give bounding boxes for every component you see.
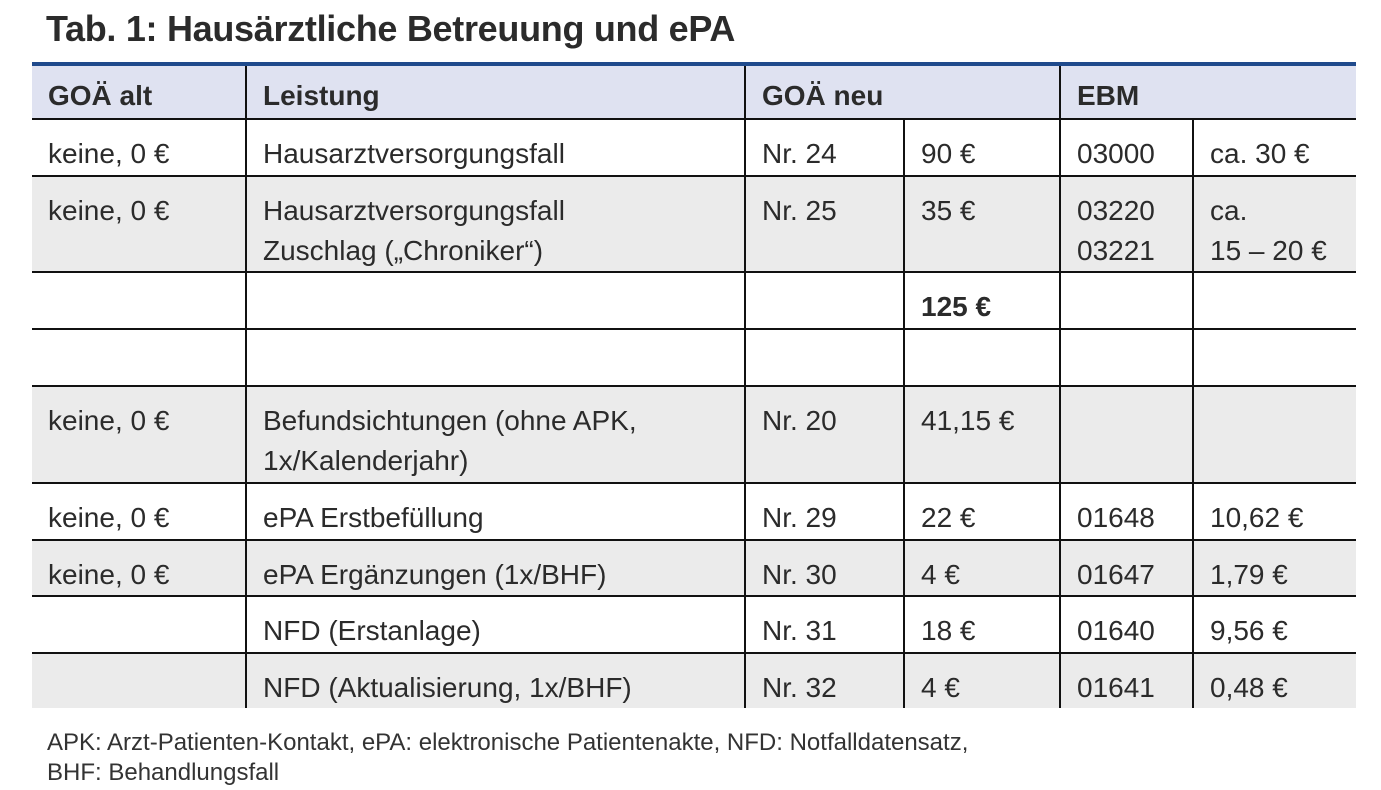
cell-goae-neu-nr: Nr. 25 bbox=[744, 176, 904, 273]
table-row: keine, 0 € ePA Erstbefüllung Nr. 29 22 €016… bbox=[32, 483, 1357, 541]
table-row: NFD (Aktualisierung, 1x/BHF) Nr. 32 4 €016… bbox=[32, 653, 1357, 708]
cell-ebm-nr: 03000 bbox=[1059, 119, 1193, 177]
cell-goae-neu-nr: Nr. 32 bbox=[744, 653, 904, 708]
cell-goae-neu-betrag: 18 € bbox=[903, 596, 1060, 654]
cell-goae-alt bbox=[32, 272, 246, 330]
cell-ebm-betrag: 0,48 € bbox=[1191, 653, 1357, 708]
cell-goae-neu-betrag: 4 € bbox=[903, 653, 1060, 708]
cell-leistung bbox=[245, 272, 745, 330]
cell-goae-neu-nr: Nr. 31 bbox=[744, 596, 904, 654]
cell-ebm-nr: 01647 bbox=[1059, 540, 1193, 597]
cell-goae-neu-nr: Nr. 20 bbox=[744, 386, 904, 484]
table-row: 125 € bbox=[32, 272, 1357, 330]
cell-leistung: NFD (Erstanlage) bbox=[245, 596, 745, 654]
cell-goae-alt: keine, 0 € bbox=[32, 540, 246, 597]
cell-goae-alt bbox=[32, 329, 246, 387]
cell-ebm-betrag: 9,56 € bbox=[1191, 596, 1357, 654]
table-row: keine, 0 € ePA Ergänzungen (1x/BHF) Nr. 30… bbox=[32, 540, 1357, 597]
cell-goae-alt: keine, 0 € bbox=[32, 119, 246, 177]
cell-goae-neu-betrag: 41,15 € bbox=[903, 386, 1060, 484]
table-row: keine, 0 € Hausarztversorgungsfall Zuschl… bbox=[32, 176, 1357, 273]
cell-goae-neu-betrag bbox=[903, 329, 1060, 387]
cell-leistung: Befundsichtungen (ohne APK, 1x/Kalenderj… bbox=[245, 386, 745, 484]
cell-goae-neu-betrag: 22 € bbox=[903, 483, 1060, 541]
cell-goae-neu-nr: Nr. 29 bbox=[744, 483, 904, 541]
cell-goae-alt bbox=[32, 596, 246, 654]
table-row bbox=[32, 329, 1357, 387]
cell-ebm-betrag bbox=[1191, 386, 1357, 484]
fee-table: GOÄ alt Leistung GOÄ neu EBM keine, 0 € H… bbox=[32, 62, 1357, 708]
header-row: GOÄ alt Leistung GOÄ neu EBM bbox=[32, 64, 1357, 120]
cell-ebm-betrag: ca. 30 € bbox=[1191, 119, 1357, 177]
cell-ebm-betrag: 1,79 € bbox=[1191, 540, 1357, 597]
cell-goae-neu-nr bbox=[744, 272, 904, 330]
cell-leistung: ePA Ergänzungen (1x/BHF) bbox=[245, 540, 745, 597]
cell-ebm-nr bbox=[1059, 329, 1193, 387]
table-row: keine, 0 € Hausarztversorgungsfall Nr. 24 9… bbox=[32, 119, 1357, 177]
cell-goae-neu-nr bbox=[744, 329, 904, 387]
cell-goae-neu-nr: Nr. 24 bbox=[744, 119, 904, 177]
header-goae-neu: GOÄ neu bbox=[744, 64, 1060, 120]
header-goae-alt: GOÄ alt bbox=[32, 64, 246, 120]
cell-ebm-nr bbox=[1059, 386, 1193, 484]
cell-goae-neu-betrag: 35 € bbox=[903, 176, 1060, 273]
cell-ebm-nr: 01640 bbox=[1059, 596, 1193, 654]
cell-ebm-nr bbox=[1059, 272, 1193, 330]
cell-ebm-nr: 01641 bbox=[1059, 653, 1193, 708]
cell-goae-alt: keine, 0 € bbox=[32, 483, 246, 541]
cell-ebm-betrag bbox=[1191, 329, 1357, 387]
cell-leistung: Hausarztversorgungsfall bbox=[245, 119, 745, 177]
table-row: keine, 0 € Befundsichtungen (ohne APK, 1x… bbox=[32, 386, 1357, 484]
cell-ebm-betrag: ca. 15 – 20 € bbox=[1191, 176, 1357, 273]
cell-ebm-nr: 03220 03221 bbox=[1059, 176, 1193, 273]
header-ebm: EBM bbox=[1058, 64, 1357, 120]
cell-goae-neu-betrag: 4 € bbox=[903, 540, 1060, 597]
cell-ebm-nr: 01648 bbox=[1059, 483, 1193, 541]
cell-goae-neu-betrag: 90 € bbox=[903, 119, 1060, 177]
cell-ebm-betrag bbox=[1191, 272, 1357, 330]
cell-goae-neu-betrag: 125 € bbox=[903, 272, 1060, 330]
cell-goae-alt: keine, 0 € bbox=[32, 386, 246, 484]
table-row: NFD (Erstanlage) Nr. 31 18 €01640 9,56 € bbox=[32, 596, 1357, 654]
cell-goae-neu-nr: Nr. 30 bbox=[744, 540, 904, 597]
cell-leistung: Hausarztversorgungsfall Zuschlag („Chron… bbox=[245, 176, 745, 273]
cell-leistung: ePA Erstbefüllung bbox=[245, 483, 745, 541]
footnote: APK: Arzt-Patienten-Kontakt, ePA: elektr… bbox=[47, 729, 969, 786]
cell-leistung: NFD (Aktualisierung, 1x/BHF) bbox=[245, 653, 745, 708]
cell-ebm-betrag: 10,62 € bbox=[1191, 483, 1357, 541]
cell-leistung bbox=[245, 329, 745, 387]
cell-goae-alt: keine, 0 € bbox=[32, 176, 246, 273]
cell-goae-alt bbox=[32, 653, 246, 708]
header-leistung: Leistung bbox=[245, 64, 745, 120]
table-title: Tab. 1: Hausärztliche Betreuung und ePA bbox=[46, 8, 736, 49]
